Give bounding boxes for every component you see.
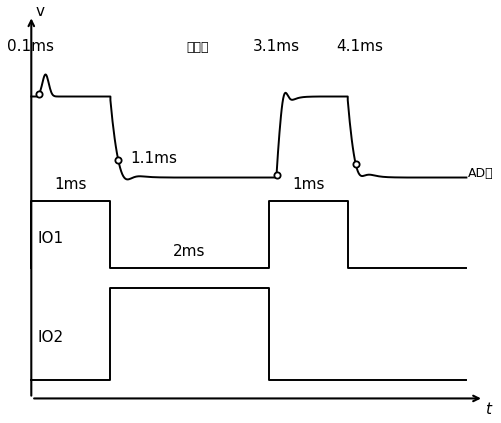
- Text: 3.1ms: 3.1ms: [253, 39, 300, 54]
- Text: 1.1ms: 1.1ms: [130, 151, 177, 167]
- Text: IO2: IO2: [38, 330, 64, 345]
- Text: t: t: [484, 402, 490, 417]
- Text: 1ms: 1ms: [292, 177, 324, 192]
- Text: 0.1ms: 0.1ms: [7, 39, 54, 54]
- Text: 1ms: 1ms: [55, 177, 87, 192]
- Text: AD値: AD値: [467, 168, 492, 180]
- Text: 2ms: 2ms: [173, 244, 205, 258]
- Text: 采样点: 采样点: [186, 41, 208, 54]
- Text: v: v: [36, 4, 45, 19]
- Text: 4.1ms: 4.1ms: [336, 39, 382, 54]
- Text: IO1: IO1: [38, 231, 64, 246]
